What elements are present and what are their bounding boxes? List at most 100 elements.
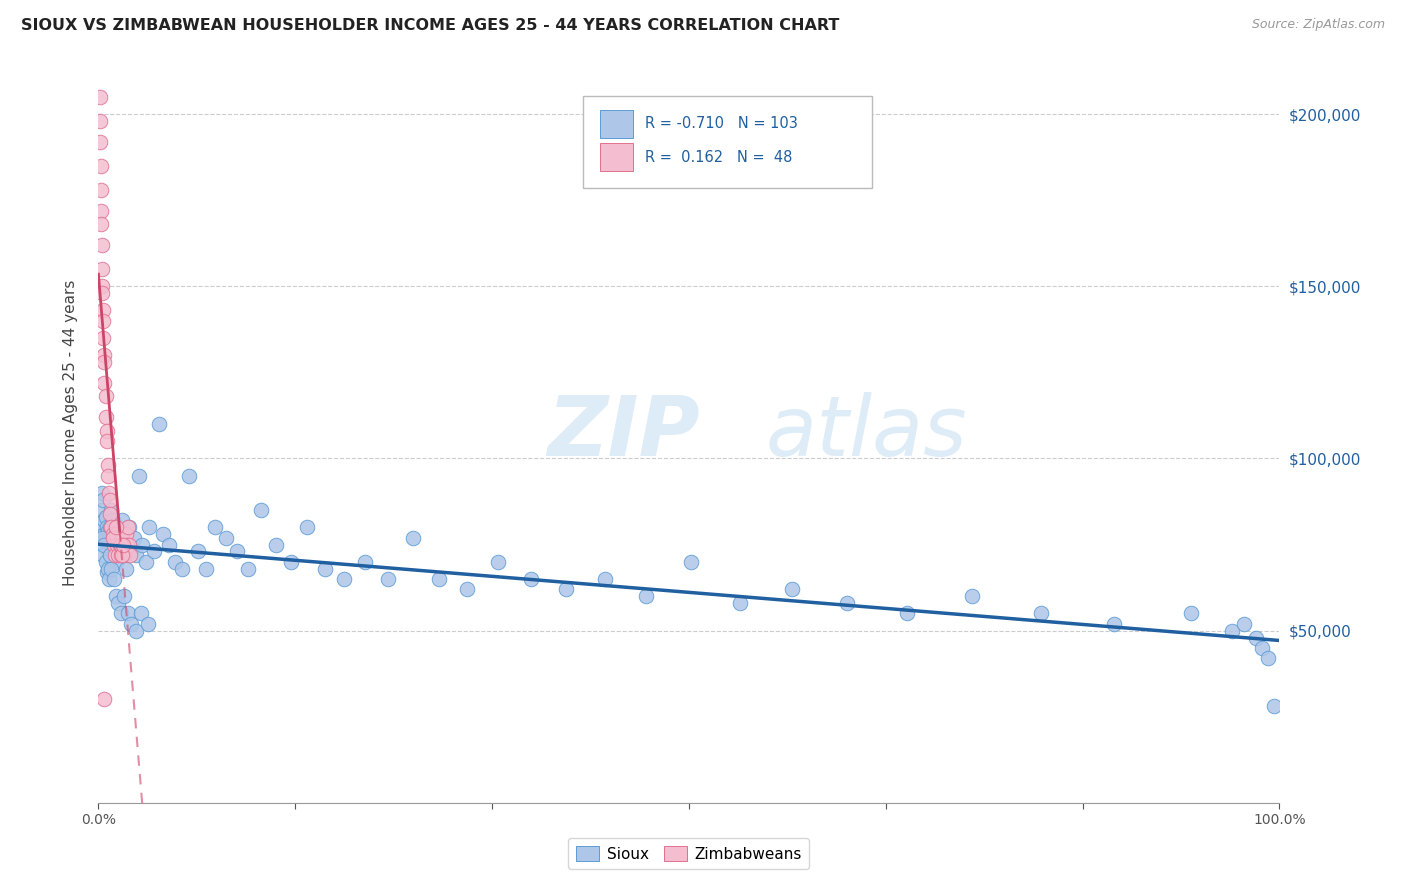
Point (148, 417, 170, 431)
Point (100, 561, 122, 575)
Point (117, 607, 139, 621)
Point (250, 503, 273, 517)
Point (111, 527, 134, 541)
Point (1180, 607, 1202, 621)
Point (91, 531, 114, 545)
Point (89, 114, 111, 128)
Point (1250, 640, 1272, 655)
Point (486, 555, 509, 569)
Point (97, 544, 120, 558)
Bar (600, 110, 634, 138)
Text: SIOUX VS ZIMBABWEAN HOUSEHOLDER INCOME AGES 25 - 44 YEARS CORRELATION CHART: SIOUX VS ZIMBABWEAN HOUSEHOLDER INCOME A… (21, 18, 839, 33)
Point (98, 492, 121, 507)
Point (93, 348, 115, 362)
Point (112, 548, 135, 562)
Point (120, 548, 142, 562)
Point (333, 572, 356, 586)
Point (962, 589, 984, 603)
Point (89, 135, 111, 149)
Point (91, 262, 114, 277)
Point (105, 537, 128, 551)
Point (837, 596, 859, 610)
Point (93, 527, 115, 541)
Point (555, 582, 578, 597)
Point (122, 531, 145, 545)
Point (110, 537, 132, 551)
Point (125, 548, 148, 562)
Point (91, 503, 114, 517)
Point (354, 555, 377, 569)
Point (238, 561, 260, 575)
Point (105, 537, 128, 551)
Point (117, 520, 139, 534)
Point (105, 520, 128, 534)
Point (165, 555, 187, 569)
Point (280, 555, 302, 569)
Point (519, 572, 541, 586)
Point (96, 565, 118, 579)
Point (121, 544, 143, 558)
Point (107, 596, 129, 610)
Point (94, 389, 117, 403)
Point (115, 537, 138, 551)
Point (91, 548, 114, 562)
Point (121, 616, 143, 631)
Point (90, 217, 112, 231)
Point (1257, 651, 1279, 665)
Point (157, 537, 180, 551)
Point (172, 561, 194, 575)
Point (108, 537, 131, 551)
Point (377, 572, 399, 586)
Point (94, 555, 117, 569)
Point (105, 520, 128, 534)
Point (97, 524, 120, 538)
Point (681, 555, 703, 569)
Point (91, 331, 114, 345)
Point (100, 503, 122, 517)
Point (104, 548, 127, 562)
Point (91, 486, 114, 500)
Point (1102, 616, 1125, 631)
Point (101, 531, 124, 545)
Point (98, 486, 121, 500)
Point (94, 510, 117, 524)
Point (93, 513, 115, 527)
Point (118, 520, 141, 534)
Point (101, 513, 124, 527)
Point (107, 548, 129, 562)
Point (96, 537, 118, 551)
Point (111, 513, 134, 527)
Point (111, 548, 134, 562)
Point (91, 286, 114, 301)
Point (98, 520, 121, 534)
Point (128, 468, 150, 483)
Point (98, 548, 121, 562)
Point (91, 303, 114, 318)
Point (91, 492, 114, 507)
Point (91, 314, 114, 328)
Point (129, 607, 152, 621)
Point (110, 607, 132, 621)
Y-axis label: Householder Income Ages 25 - 44 years: Householder Income Ages 25 - 44 years (63, 279, 77, 586)
Point (401, 531, 423, 545)
Text: Source: ZipAtlas.com: Source: ZipAtlas.com (1251, 18, 1385, 31)
Point (98, 531, 121, 545)
Text: R =  0.162   N =  48: R = 0.162 N = 48 (645, 150, 793, 165)
Point (107, 544, 129, 558)
Point (112, 537, 135, 551)
Point (593, 572, 616, 586)
Point (96, 424, 118, 438)
Point (114, 527, 136, 541)
Point (118, 537, 141, 551)
Point (456, 582, 478, 597)
Point (93, 692, 115, 706)
Point (112, 531, 135, 545)
Point (1263, 699, 1285, 714)
Point (94, 531, 117, 545)
Point (110, 534, 132, 549)
Point (112, 589, 135, 603)
Point (93, 376, 115, 390)
Bar (600, 143, 634, 171)
FancyBboxPatch shape (582, 95, 872, 188)
Point (96, 520, 118, 534)
